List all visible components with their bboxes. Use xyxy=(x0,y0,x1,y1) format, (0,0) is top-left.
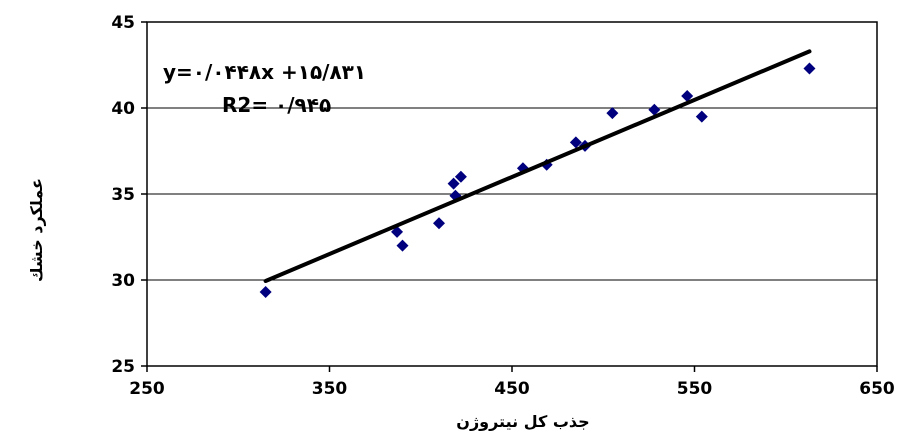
data-point xyxy=(447,177,460,190)
y-tick-label: 40 xyxy=(111,99,135,119)
trend-line xyxy=(263,49,812,283)
data-point xyxy=(648,103,661,116)
x-axis-title: جذب كل نيتروژن xyxy=(456,412,589,431)
data-point xyxy=(259,286,272,299)
data-point xyxy=(803,62,816,75)
x-tick-label: 650 xyxy=(859,379,895,399)
y-axis-ticks: 25 30 35 40 45 xyxy=(111,13,147,377)
x-axis-ticks: 250 350 450 550 650 xyxy=(129,366,895,399)
trend-equation: y=۰/۰۴۴۸x +۱۵/۸۳۱ xyxy=(163,60,366,84)
gridlines xyxy=(147,107,877,281)
y-tick-label: 25 xyxy=(111,357,135,377)
data-point xyxy=(681,89,694,102)
data-point xyxy=(396,239,409,252)
data-point xyxy=(433,217,445,230)
x-tick-label: 550 xyxy=(677,379,713,399)
data-point xyxy=(606,107,619,120)
data-points xyxy=(259,62,816,299)
data-point xyxy=(695,110,708,123)
x-tick-label: 450 xyxy=(494,379,530,399)
r-squared-label: R2= ۰/۹۴۵ xyxy=(222,93,331,117)
y-tick-label: 30 xyxy=(111,271,135,291)
y-tick-label: 35 xyxy=(111,185,135,205)
x-tick-label: 250 xyxy=(129,379,165,399)
y-axis-title: عملكرد خشك xyxy=(27,178,46,282)
y-tick-label: 45 xyxy=(111,13,135,33)
data-point xyxy=(454,170,467,183)
x-tick-label: 350 xyxy=(312,379,348,399)
data-point xyxy=(569,136,582,149)
